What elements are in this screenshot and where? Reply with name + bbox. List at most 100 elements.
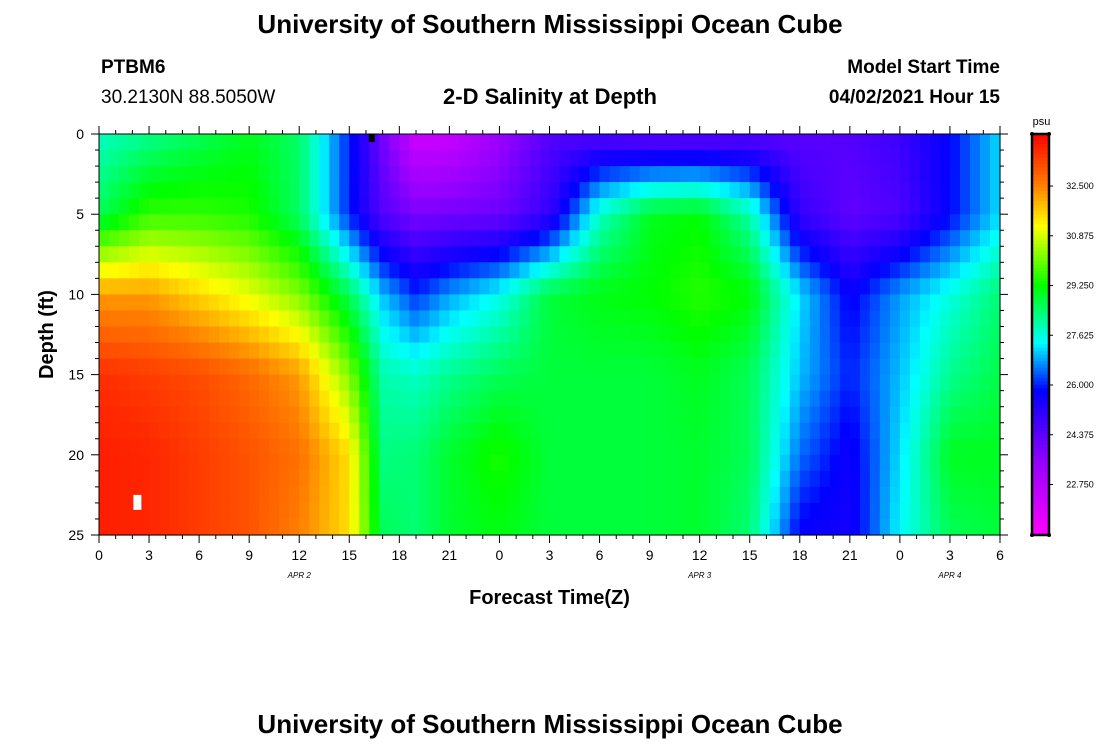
heatmap-cell (419, 342, 430, 360)
heatmap-cell (819, 310, 831, 328)
colorbar-segment (1032, 377, 1049, 382)
heatmap-cell (669, 358, 681, 376)
heatmap-cell (619, 390, 631, 408)
heatmap-cell (789, 518, 801, 536)
x-tick-label: 21 (442, 547, 458, 563)
heatmap-cell (959, 470, 971, 488)
heatmap-cell (989, 438, 1001, 456)
heatmap-cell (269, 406, 280, 424)
heatmap-cell (669, 198, 681, 215)
heatmap-cell (189, 422, 200, 440)
heatmap-cell (929, 486, 941, 504)
heatmap-cell (299, 262, 310, 279)
heatmap-cell (789, 390, 801, 408)
heatmap-cell (789, 454, 801, 472)
heatmap-cell (229, 486, 240, 504)
heatmap-cell (119, 486, 130, 504)
heatmap-cell (599, 358, 611, 376)
heatmap-cell (529, 454, 541, 472)
heatmap-cell (179, 294, 190, 312)
colorbar-segment (1032, 381, 1049, 386)
heatmap-cell (279, 278, 290, 295)
heatmap-cell (599, 374, 611, 392)
heatmap-cell (309, 262, 320, 279)
heatmap-cell (779, 294, 791, 312)
heatmap-cell (649, 342, 661, 360)
heatmap-cell (119, 182, 130, 199)
heatmap-cell (499, 294, 511, 312)
heatmap-cell (439, 374, 450, 392)
heatmap-cell (449, 454, 460, 472)
heatmap-cell (409, 406, 420, 424)
heatmap-cell (329, 438, 340, 456)
heatmap-cell (329, 502, 340, 520)
heatmap-cell (739, 294, 751, 312)
heatmap-cell (439, 358, 450, 376)
heatmap-cell (829, 230, 841, 247)
heatmap-cell (459, 406, 471, 424)
heatmap-cell (599, 310, 611, 328)
heatmap-cell (889, 454, 901, 472)
colorbar-segment (1032, 364, 1049, 369)
heatmap-cell (809, 486, 821, 504)
heatmap-cell (649, 406, 661, 424)
heatmap-cell (639, 502, 651, 520)
colorbar-segment (1032, 260, 1049, 265)
heatmap-cell (579, 390, 591, 408)
heatmap-cell (209, 262, 220, 279)
heatmap-cell (309, 134, 320, 151)
heatmap-cell (209, 150, 220, 167)
heatmap-cell (869, 182, 881, 199)
heatmap-cell (779, 150, 791, 167)
heatmap-cell (219, 390, 230, 408)
heatmap-cell (439, 438, 450, 456)
heatmap-cell (719, 422, 731, 440)
heatmap-cell (219, 150, 230, 167)
heatmap-cell (129, 470, 140, 488)
heatmap-cell (629, 374, 641, 392)
colorbar-segment (1032, 524, 1049, 529)
heatmap-cell (889, 230, 901, 247)
heatmap-cell (789, 502, 801, 520)
heatmap-cell (469, 422, 481, 440)
heatmap-cell (479, 230, 491, 247)
heatmap-cell (419, 390, 430, 408)
heatmap-cell (979, 342, 991, 360)
colorbar-segment (1032, 414, 1049, 419)
heatmap-cell (469, 310, 481, 328)
heatmap-cell (809, 518, 821, 536)
heatmap-cell (539, 470, 551, 488)
heatmap-cell (529, 182, 541, 199)
heatmap-cell (639, 310, 651, 328)
colorbar-segment (1032, 281, 1049, 285)
heatmap-cell (339, 358, 350, 376)
heatmap-cell (369, 310, 380, 328)
heatmap-cell (389, 166, 400, 183)
heatmap-cell (689, 502, 701, 520)
heatmap-cell (559, 214, 571, 231)
heatmap-cell (559, 262, 571, 279)
heatmap-cell (759, 198, 771, 215)
heatmap-cell (709, 518, 721, 536)
heatmap-cell (699, 246, 711, 263)
heatmap-cell (159, 390, 170, 408)
heatmap-cell (449, 214, 460, 231)
heatmap-cell (119, 230, 130, 247)
heatmap-cell (519, 342, 531, 360)
heatmap-cell (569, 310, 581, 328)
heatmap-cell (319, 486, 330, 504)
heatmap-cell (199, 294, 210, 312)
heatmap-cell (509, 518, 521, 536)
heatmap-cell (339, 470, 350, 488)
heatmap-cell (829, 134, 841, 151)
heatmap-cell (649, 278, 661, 295)
heatmap-cell (689, 166, 701, 183)
heatmap-cell (259, 342, 270, 360)
heatmap-cell (239, 230, 250, 247)
heatmap-cell (979, 262, 991, 279)
heatmap-cell (469, 358, 481, 376)
heatmap-cell (879, 342, 891, 360)
heatmap-cell (689, 150, 701, 167)
heatmap-cell (259, 214, 270, 231)
heatmap-cell (699, 486, 711, 504)
